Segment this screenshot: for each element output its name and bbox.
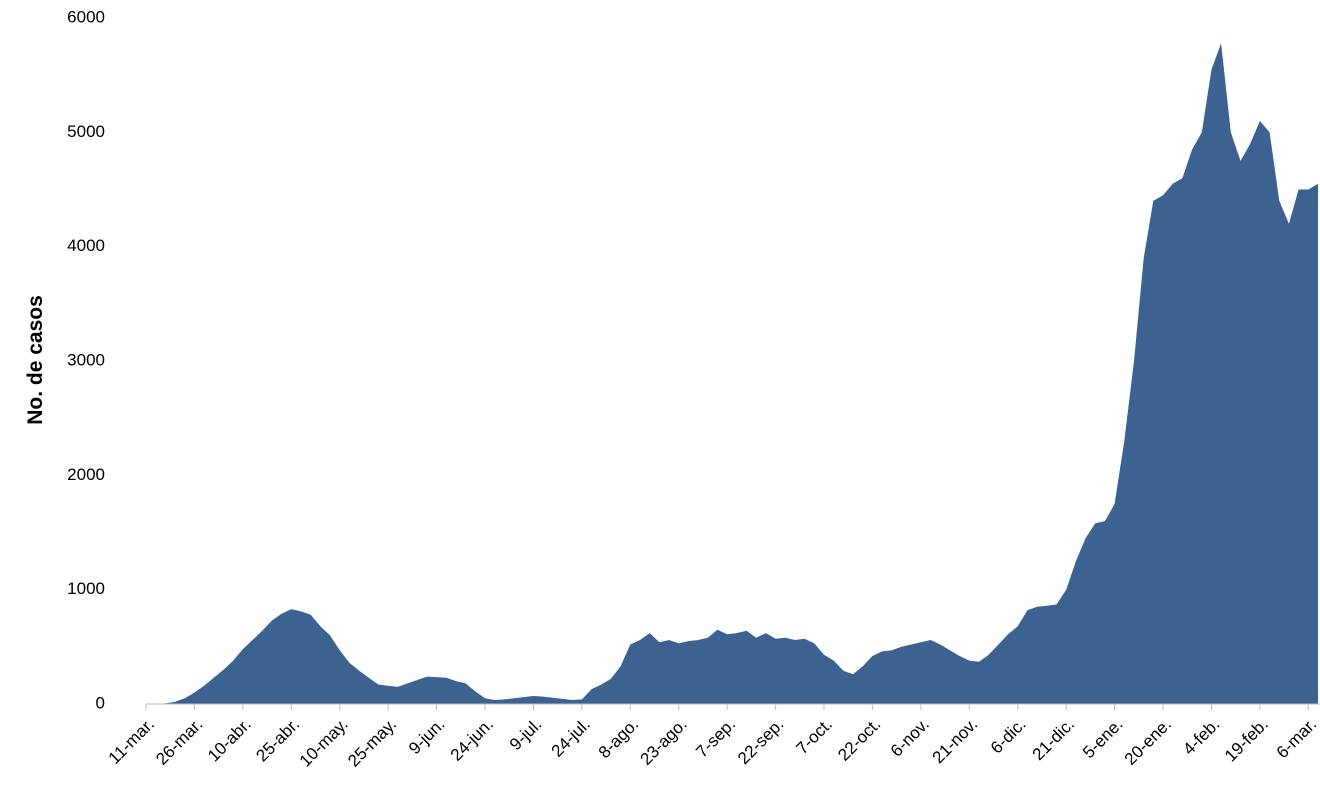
x-tick-label: 7-sep. <box>692 715 739 762</box>
x-tick-label: 11-mar. <box>105 715 158 768</box>
x-tick-label: 24-jun. <box>447 715 497 765</box>
x-tick-label: 9-jun. <box>405 715 449 759</box>
y-tick-label: 5000 <box>67 122 105 141</box>
x-tick-label: 6-dic. <box>987 715 1030 758</box>
x-tick-label: 20-ene. <box>1121 715 1175 769</box>
x-tick-label: 6-nov. <box>887 715 933 761</box>
x-tick-label: 4-feb. <box>1179 715 1223 759</box>
y-tick-label: 3000 <box>67 350 105 369</box>
x-tick-label: 21-nov. <box>929 715 982 768</box>
y-tick-label: 2000 <box>67 465 105 484</box>
y-tick-label: 6000 <box>67 7 105 26</box>
x-tick-label: 8-ago. <box>595 715 643 763</box>
x-tick-label: 6-mar. <box>1273 715 1320 763</box>
x-tick-label: 5-ene. <box>1079 715 1127 763</box>
x-tick-label: 21-dic. <box>1029 715 1079 765</box>
x-tick-label: 22-oct. <box>834 715 884 765</box>
area <box>146 43 1318 704</box>
y-tick-label: 4000 <box>67 236 105 255</box>
y-axis-title: No. de casos <box>24 295 47 425</box>
x-tick-label: 23-ago. <box>637 715 691 769</box>
x-tick-label: 19-feb. <box>1221 715 1272 766</box>
x-tick-label: 9-jul. <box>506 715 545 754</box>
x-tick-label: 10-may. <box>296 715 352 771</box>
x-tick-label: 7-oct. <box>793 715 837 759</box>
x-tick-label: 24-jul. <box>548 715 594 761</box>
y-tick-label: 1000 <box>67 579 105 598</box>
x-tick-label: 25-may. <box>344 715 400 771</box>
x-tick-label: 22-sep. <box>734 715 788 769</box>
x-tick-label: 26-mar. <box>152 715 206 769</box>
x-tick-label: 10-abr. <box>204 715 255 766</box>
y-tick-label: 0 <box>96 693 105 712</box>
